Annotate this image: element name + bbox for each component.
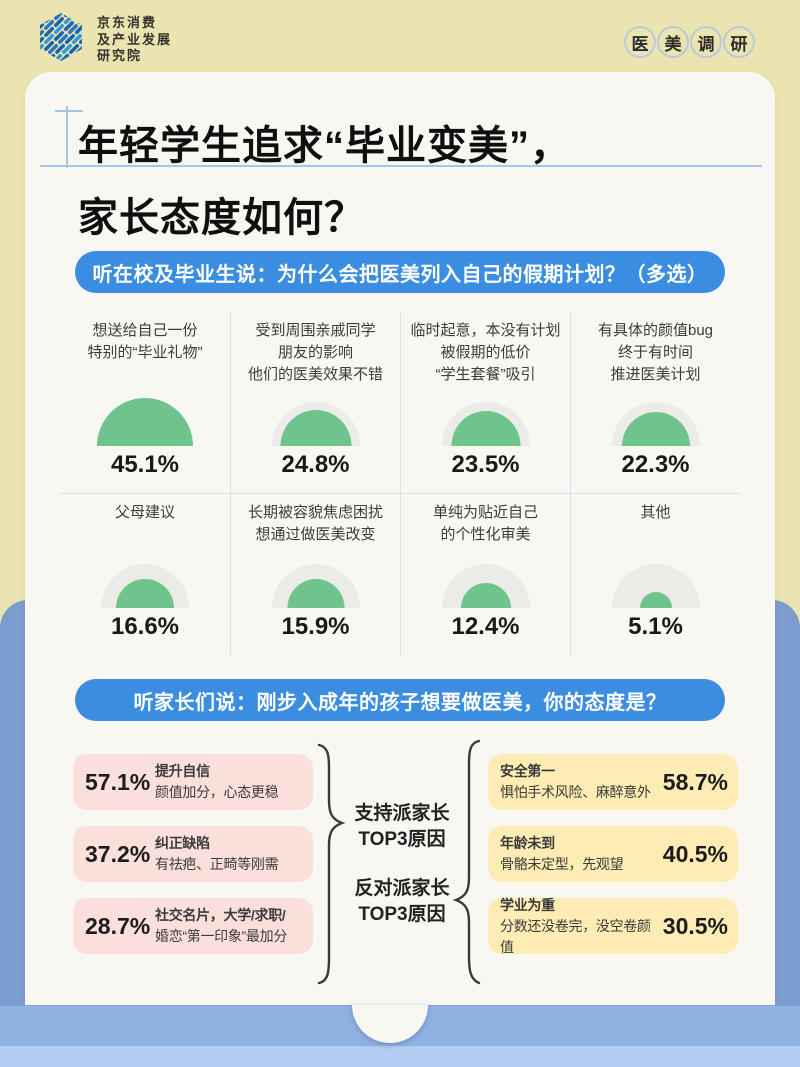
option-value: 22.3% <box>621 451 690 478</box>
gauge-fill <box>97 398 193 446</box>
option-value: 12.4% <box>451 613 520 640</box>
survey-option: 长期被容貌焦虑困扰 想通过做医美改变 15.9% <box>230 494 400 655</box>
option-label: 受到周围亲戚同学 朋友的影响 他们的医美效果不错 <box>247 322 383 383</box>
reason-value: 28.7% <box>85 912 151 939</box>
support-group-label: 支持派家长 TOP3原因 <box>354 803 450 850</box>
jd-institute-logo-icon <box>40 13 82 61</box>
survey-option: 单纯为贴近自己 的个性化审美 12.4% <box>400 494 570 655</box>
topic-badge: 医 美 调 研 <box>624 26 755 58</box>
brace-right-icon <box>452 739 481 985</box>
option-value: 15.9% <box>281 613 350 640</box>
gauge-row: 父母建议 16.6% 长期被容貌焦虑困扰 想通过做医美改变 15.9% 单纯为贴… <box>60 493 740 655</box>
gauge-chart <box>436 558 536 608</box>
survey-option: 父母建议 16.6% <box>60 494 230 655</box>
reason-text: 社交名片，大学/求职/ 婚恋“第一印象”最加分 <box>155 907 288 944</box>
option-value: 23.5% <box>451 451 520 478</box>
option-label: 单纯为贴近自己 的个性化审美 <box>432 504 538 543</box>
survey-option: 临时起意，本没有计划 被假期的低价 “学生套餐”吸引 23.5% <box>400 312 570 493</box>
support-reason-card: 57.1% 提升自信 颜值加分，心态更稳 <box>73 754 313 810</box>
badge-char: 调 <box>690 26 722 58</box>
envelope-bottom-strip <box>0 1046 800 1067</box>
option-label: 有具体的颜值bug 终于有时间 推进医美计划 <box>597 322 714 383</box>
badge-char: 研 <box>723 26 755 58</box>
gauge-chart <box>95 558 195 608</box>
badge-char: 美 <box>657 26 689 58</box>
option-value: 45.1% <box>110 451 180 478</box>
reason-text: 安全第一 惧怕手术风险、麻醉意外 <box>500 763 651 800</box>
survey-option: 想送给自己一份 特别的“毕业礼物” 45.1% <box>60 312 230 493</box>
gauge-chart <box>266 558 366 608</box>
gauge-chart <box>606 558 706 608</box>
page-title-line1: 年轻学生追求“毕业变美”， <box>78 124 571 168</box>
gauge-chart <box>266 396 366 446</box>
survey-option: 有具体的颜值bug 终于有时间 推进医美计划 22.3% <box>570 312 740 493</box>
brace-left-icon <box>317 743 346 985</box>
reason-value: 37.2% <box>85 840 151 867</box>
reason-value: 58.7% <box>662 768 728 795</box>
oppose-group-label: 反对派家长 TOP3原因 <box>354 878 450 925</box>
gauge-chart <box>436 396 536 446</box>
reason-text: 纠正缺陷 有祛疤、正畸等刚需 <box>155 835 279 872</box>
reason-text: 学业为重 分数还没卷完，没空卷颜值 <box>500 896 651 955</box>
survey-option: 受到周围亲戚同学 朋友的影响 他们的医美效果不错 24.8% <box>230 312 400 493</box>
option-label: 临时起意，本没有计划 被假期的低价 “学生套餐”吸引 <box>410 322 561 383</box>
guide-line-vertical <box>66 106 68 168</box>
option-value: 16.6% <box>110 613 180 640</box>
reason-text: 年龄未到 骨骼未定型，先观望 <box>500 835 624 872</box>
section1-banner: 听在校及毕业生说：为什么会把医美列入自己的假期计划？（多选） <box>75 251 725 293</box>
reason-value: 40.5% <box>662 840 728 867</box>
option-value: 24.8% <box>281 451 350 478</box>
guide-line-tick <box>55 110 83 112</box>
survey-option: 其他 5.1% <box>570 494 740 655</box>
reason-text: 提升自信 颜值加分，心态更稳 <box>155 763 279 800</box>
oppose-reasons-list: 安全第一 惧怕手术风险、麻醉意外 58.7% 年龄未到 骨骼未定型，先观望 40… <box>488 754 738 955</box>
badge-char: 医 <box>624 26 656 58</box>
option-value: 5.1% <box>628 613 683 640</box>
option-label: 想送给自己一份 特别的“毕业礼物” <box>87 322 203 361</box>
support-reason-card: 28.7% 社交名片，大学/求职/ 婚恋“第一印象”最加分 <box>73 898 313 954</box>
oppose-reason-card: 年龄未到 骨骼未定型，先观望 40.5% <box>488 826 738 882</box>
support-reasons-list: 57.1% 提升自信 颜值加分，心态更稳 37.2% 纠正缺陷 有祛疤、正畸等刚… <box>73 754 313 954</box>
reason-value: 57.1% <box>85 768 151 795</box>
gauge-row: 想送给自己一份 特别的“毕业礼物” 45.1% 受到周围亲戚同学 朋友的影响 他… <box>60 312 740 493</box>
option-label: 父母建议 <box>114 504 175 521</box>
gauge-chart <box>606 396 706 446</box>
section2-banner: 听家长们说：刚步入成年的孩子想要做医美，你的态度是？ <box>75 679 725 721</box>
gauge-chart <box>95 396 195 446</box>
support-reason-card: 37.2% 纠正缺陷 有祛疤、正畸等刚需 <box>73 826 313 882</box>
oppose-reason-card: 学业为重 分数还没卷完，没空卷颜值 30.5% <box>488 897 738 955</box>
reason-value: 30.5% <box>662 912 728 939</box>
logo-text: 京东消费 及产业发展 研究院 <box>97 15 173 63</box>
gauge-fill <box>639 592 672 608</box>
gauge-chart-grid: 想送给自己一份 特别的“毕业礼物” 45.1% 受到周围亲戚同学 朋友的影响 他… <box>60 312 740 655</box>
option-label: 长期被容貌焦虑困扰 想通过做医美改变 <box>247 504 383 543</box>
option-label: 其他 <box>640 504 671 521</box>
oppose-reason-card: 安全第一 惧怕手术风险、麻醉意外 58.7% <box>488 754 738 810</box>
guide-line-horizontal <box>40 165 762 167</box>
page-title-line2: 家长态度如何？ <box>78 196 365 240</box>
